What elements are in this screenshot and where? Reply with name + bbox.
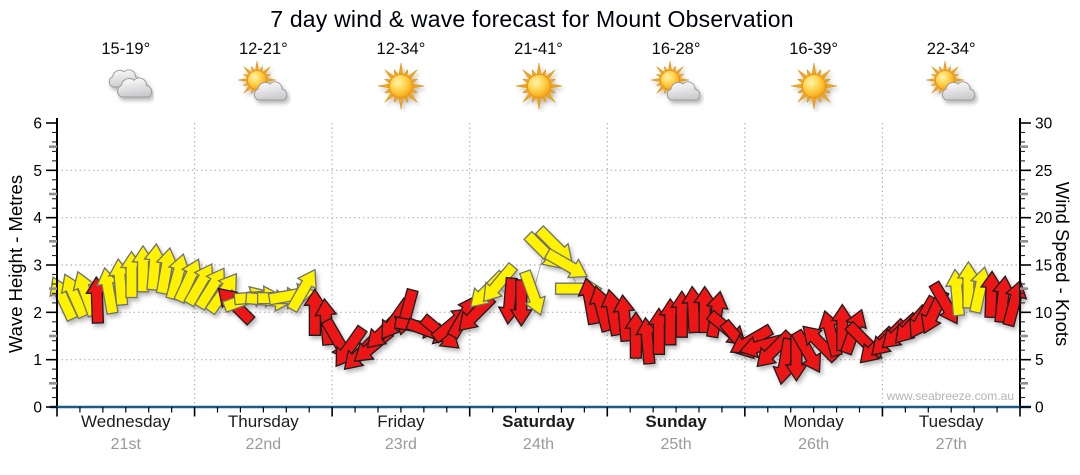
day-label: Sunday bbox=[645, 412, 707, 431]
day-label: Monday bbox=[783, 412, 844, 431]
weather-icon-holder bbox=[923, 60, 979, 112]
date-label: 26th bbox=[798, 436, 830, 453]
weather-icon-holder bbox=[786, 60, 842, 112]
sun-icon bbox=[377, 62, 424, 110]
left-axis-tick-label: 6 bbox=[33, 116, 42, 133]
date-label: 25th bbox=[660, 436, 692, 453]
day-label: Thursday bbox=[227, 412, 299, 431]
wind-arrow bbox=[612, 293, 636, 343]
temp-range-label: 22-34° bbox=[926, 40, 976, 58]
wind-arrow bbox=[543, 247, 589, 279]
weather-icon-holder bbox=[235, 60, 291, 112]
sun-cloud-icon bbox=[238, 60, 288, 101]
page-title: 7 day wind & wave forecast for Mount Obs… bbox=[270, 6, 794, 32]
right-axis-tick-label: 30 bbox=[1035, 116, 1053, 133]
sun-icon bbox=[515, 62, 562, 110]
day-label: Friday bbox=[377, 412, 425, 431]
day-label: Saturday bbox=[502, 412, 575, 431]
left-axis-tick-label: 4 bbox=[33, 210, 42, 227]
temp-range-label: 16-39° bbox=[789, 40, 839, 58]
right-axis-tick-label: 10 bbox=[1035, 305, 1053, 322]
right-axis-tick-label: 15 bbox=[1035, 258, 1052, 275]
clouds-icon bbox=[108, 69, 152, 98]
temp-range-label: 21-41° bbox=[514, 40, 563, 58]
weather-icon-holder bbox=[511, 60, 567, 112]
left-axis-tick-label: 3 bbox=[33, 258, 42, 275]
right-axis-tick-label: 20 bbox=[1035, 210, 1053, 227]
weather-icon-holder bbox=[648, 60, 704, 112]
left-axis-tick-label: 5 bbox=[33, 163, 42, 180]
wind-arrow bbox=[286, 268, 317, 314]
date-label: 24th bbox=[522, 436, 555, 453]
temp-range-label: 12-34° bbox=[376, 40, 426, 58]
date-label: 23rd bbox=[384, 436, 417, 453]
sun-cloud-icon bbox=[926, 60, 976, 101]
right-axis-tick-label: 25 bbox=[1035, 163, 1052, 180]
date-label: 22nd bbox=[245, 436, 282, 453]
day-label: Tuesday bbox=[918, 412, 984, 431]
wind-arrow bbox=[482, 261, 519, 303]
day-label: Wednesday bbox=[81, 412, 171, 431]
weather-icon-holder bbox=[373, 60, 429, 112]
right-axis-tick-label: 5 bbox=[1035, 352, 1044, 369]
date-label: 21st bbox=[110, 436, 141, 453]
watermark: www.seabreeze.com.au bbox=[886, 389, 1014, 403]
left-axis-tick-label: 1 bbox=[33, 352, 42, 369]
temp-range-label: 15-19° bbox=[101, 40, 151, 58]
wind-arrow bbox=[518, 269, 546, 317]
temp-range-label: 16-28° bbox=[651, 40, 701, 58]
date-label: 27th bbox=[935, 436, 967, 453]
weather-icon-holder bbox=[98, 60, 154, 112]
wind-arrow bbox=[790, 328, 822, 374]
temp-range-label: 12-21° bbox=[238, 40, 288, 58]
left-axis-tick-label: 2 bbox=[33, 305, 42, 322]
sun-icon bbox=[790, 62, 837, 110]
sun-cloud-icon bbox=[651, 60, 701, 101]
left-axis-tick-label: 0 bbox=[33, 400, 42, 417]
right-axis-tick-label: 0 bbox=[1035, 400, 1044, 417]
